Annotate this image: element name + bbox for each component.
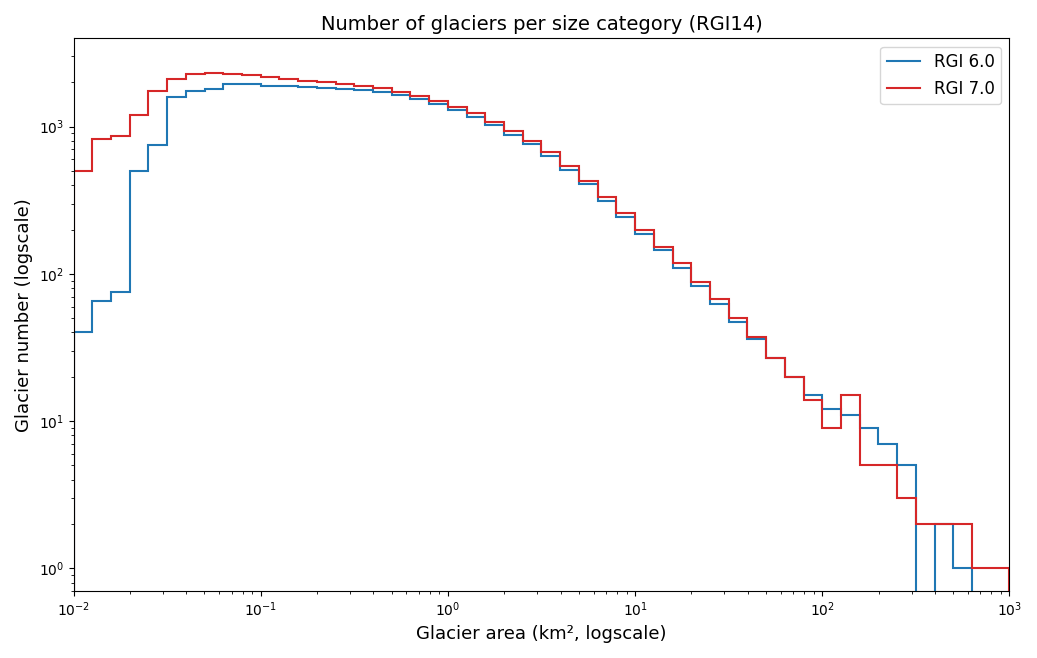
X-axis label: Glacier area (km², logscale): Glacier area (km², logscale) bbox=[416, 625, 667, 643]
Legend: RGI 6.0, RGI 7.0: RGI 6.0, RGI 7.0 bbox=[880, 47, 1001, 105]
Y-axis label: Glacier number (logscale): Glacier number (logscale) bbox=[15, 198, 33, 432]
Title: Number of glaciers per size category (RGI14): Number of glaciers per size category (RG… bbox=[320, 15, 762, 34]
